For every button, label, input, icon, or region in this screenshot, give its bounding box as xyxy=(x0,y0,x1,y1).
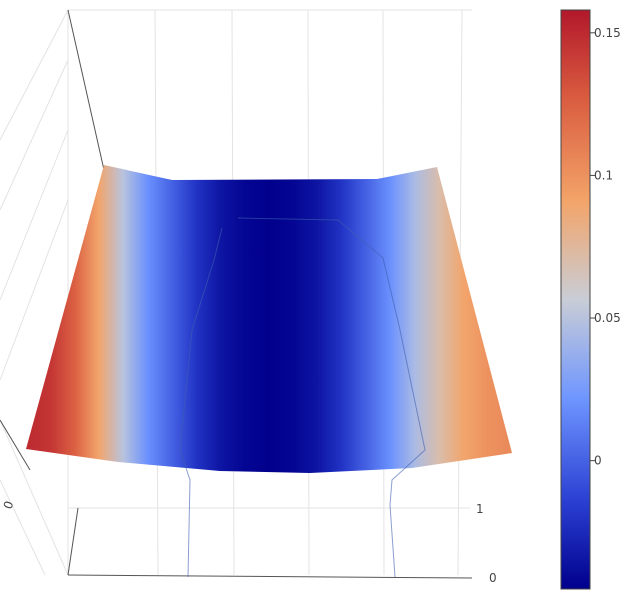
colorbar-tick-label: 0.05 xyxy=(594,311,621,325)
colorbar-tick-label: 0.15 xyxy=(594,26,621,40)
grid-line xyxy=(0,9,69,141)
colorbar-ticks: 0.15 0.1 0.05 0 xyxy=(590,26,621,468)
grid-line xyxy=(0,199,69,381)
colorbar-tick-label: 0.1 xyxy=(594,168,613,182)
y-tick-label: 0 xyxy=(489,571,497,585)
contour-line xyxy=(179,217,426,578)
axis-line xyxy=(67,574,473,579)
axis-line xyxy=(67,507,79,576)
colorbar: 0.15 0.1 0.05 0 xyxy=(560,9,621,590)
axis-line xyxy=(0,419,31,471)
grid-line xyxy=(0,129,69,301)
axis-line xyxy=(67,9,105,171)
grid-line xyxy=(0,479,46,576)
colorbar-tick-label: 0 xyxy=(594,454,602,468)
surface-mesh xyxy=(26,165,512,473)
x-tick-label: 0 xyxy=(1,499,17,511)
grid-line xyxy=(0,59,69,211)
scene-axes xyxy=(0,9,473,579)
colorbar-fill xyxy=(560,9,591,590)
grid-line xyxy=(0,419,69,576)
y-tick-label: 1 xyxy=(476,502,484,516)
